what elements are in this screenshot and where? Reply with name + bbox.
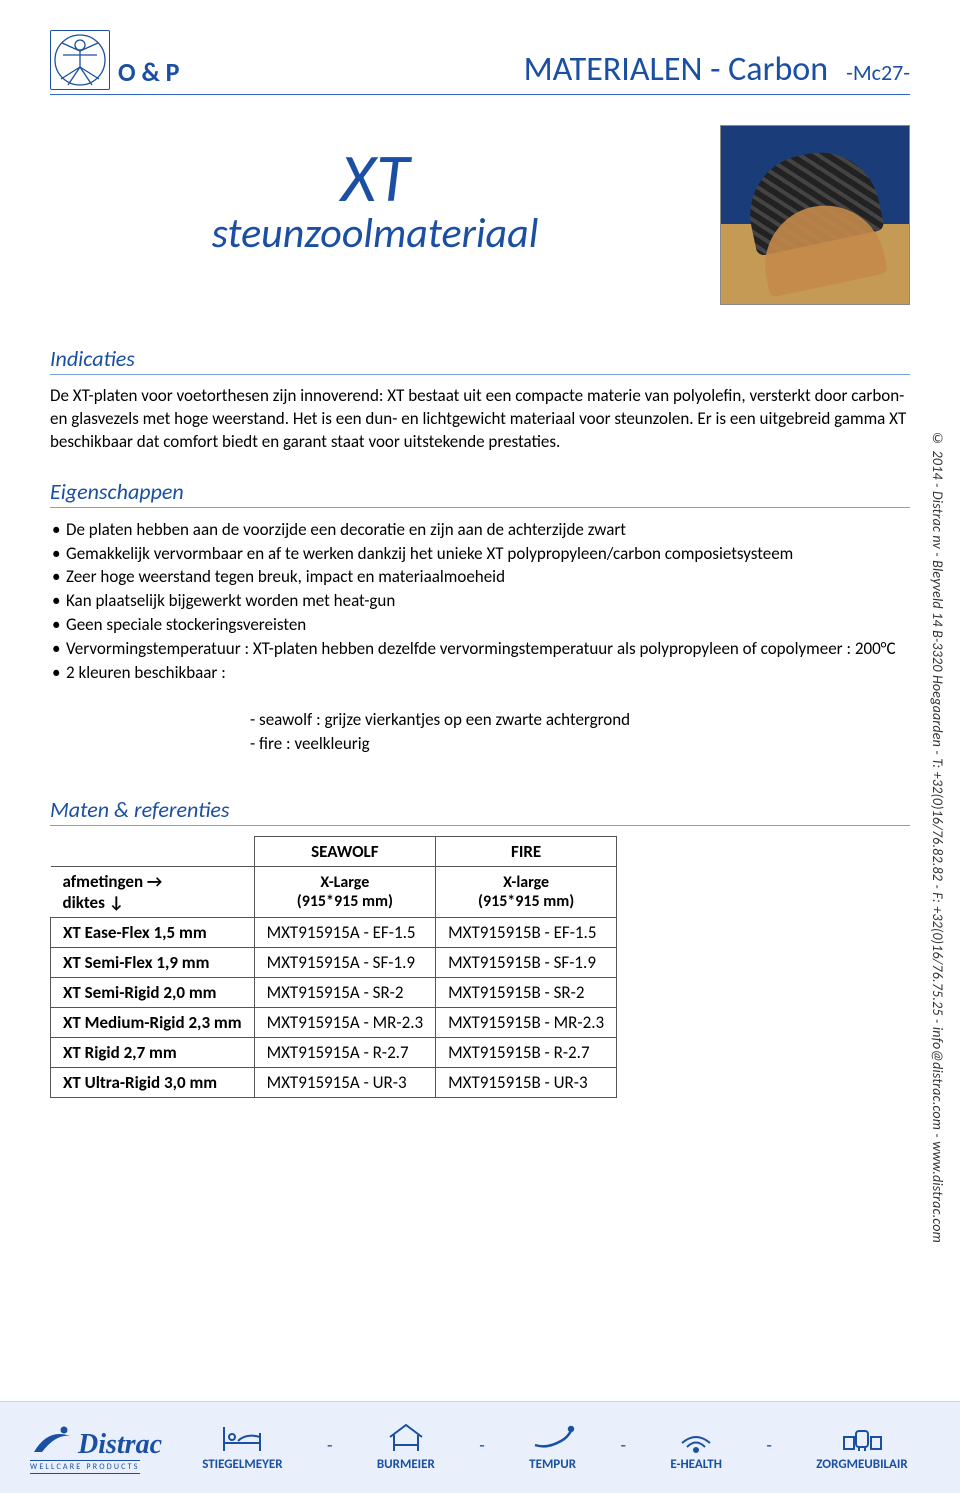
page-code: -Mc27-	[846, 59, 910, 86]
body-indicaties: De XT-platen voor voetorthesen zijn inno…	[50, 385, 910, 454]
table-blank	[51, 836, 255, 866]
side-copyright: © 2014 - Distrac nv - Bleyveld 14 B-3320…	[926, 430, 946, 1260]
distrac-logo-block: Distrac WELLCARE PRODUCTS	[30, 1422, 162, 1474]
product-title: XT steunzoolmateriaal	[50, 125, 720, 255]
dim-label: afmetingen →	[63, 871, 242, 892]
wifi-icon	[674, 1423, 718, 1453]
footer-label: STIEGELMEYER	[202, 1457, 282, 1472]
color-sub-0: - seawolf : grijze vierkantjes op een zw…	[50, 708, 910, 732]
footer-sep: -	[766, 1434, 772, 1462]
reference-table: SEAWOLF FIRE afmetingen → diktes ↓ X-Lar…	[50, 836, 617, 1098]
table-row: XT Medium-Rigid 2,3 mm MXT915915A - MR-2…	[51, 1007, 617, 1037]
dim-thk-cell: afmetingen → diktes ↓	[51, 866, 255, 917]
heading-maten: Maten & referenties	[50, 796, 910, 826]
col1-sub: X-Large (915*915 mm)	[254, 866, 436, 917]
footer-sep: -	[479, 1434, 485, 1462]
col-header-fire: FIRE	[436, 836, 617, 866]
row-label: XT Rigid 2,7 mm	[51, 1037, 255, 1067]
row-label: XT Ultra-Rigid 3,0 mm	[51, 1067, 255, 1097]
row-label: XT Ease-Flex 1,5 mm	[51, 917, 255, 947]
row-c2: MXT915915B - SF-1.9	[436, 947, 617, 977]
op-label: O & P	[118, 56, 180, 90]
op-block: O & P	[50, 30, 180, 90]
heading-indicaties: Indicaties	[50, 345, 910, 375]
row-label: XT Semi-Rigid 2,0 mm	[51, 977, 255, 1007]
distrac-sub: WELLCARE PRODUCTS	[30, 1460, 140, 1474]
list-item: Gemakkelijk vervormbaar en af te werken …	[50, 542, 910, 566]
row-c1: MXT915915A - EF-1.5	[254, 917, 436, 947]
row-c1: MXT915915A - SF-1.9	[254, 947, 436, 977]
footer-label: E-HEALTH	[670, 1457, 722, 1472]
footer: Distrac WELLCARE PRODUCTS STIEGELMEYER -…	[0, 1401, 960, 1493]
row-c1: MXT915915A - UR-3	[254, 1067, 436, 1097]
vitruvian-icon	[50, 30, 110, 90]
row-c1: MXT915915A - MR-2.3	[254, 1007, 436, 1037]
product-name: XT	[50, 145, 700, 213]
footer-item-tempur: TEMPUR	[529, 1423, 576, 1472]
eigenschappen-list: De platen hebben aan de voorzijde een de…	[50, 518, 910, 685]
main-title: MATERIALEN - Carbon	[524, 49, 829, 90]
footer-label: ZORGMEUBILAIR	[816, 1457, 907, 1472]
footer-items: STIEGELMEYER - BURMEIER - TEMPUR -	[180, 1423, 930, 1472]
distrac-swoosh-icon	[30, 1422, 74, 1458]
col2-sub: X-large (915*915 mm)	[436, 866, 617, 917]
bed-icon	[220, 1423, 264, 1453]
color-sub-1: - fire : veelkleurig	[50, 732, 910, 756]
product-image	[720, 125, 910, 305]
page-header: O & P MATERIALEN - Carbon -Mc27-	[50, 30, 910, 95]
row-c2: MXT915915B - R-2.7	[436, 1037, 617, 1067]
list-item: Vervormingstemperatuur : XT-platen hebbe…	[50, 637, 910, 661]
list-item: Kan plaatselijk bijgewerkt worden met he…	[50, 589, 910, 613]
furniture-icon	[840, 1423, 884, 1453]
row-c2: MXT915915B - MR-2.3	[436, 1007, 617, 1037]
table-row: XT Ultra-Rigid 3,0 mm MXT915915A - UR-3 …	[51, 1067, 617, 1097]
row-label: XT Medium-Rigid 2,3 mm	[51, 1007, 255, 1037]
list-item: 2 kleuren beschikbaar :	[50, 661, 910, 685]
row-c1: MXT915915A - R-2.7	[254, 1037, 436, 1067]
recline-icon	[531, 1423, 575, 1453]
footer-item-burmeier: BURMEIER	[377, 1423, 435, 1472]
footer-label: BURMEIER	[377, 1457, 435, 1472]
footer-label: TEMPUR	[529, 1457, 576, 1472]
list-item: De platen hebben aan de voorzijde een de…	[50, 518, 910, 542]
row-c1: MXT915915A - SR-2	[254, 977, 436, 1007]
table-row: XT Rigid 2,7 mm MXT915915A - R-2.7 MXT91…	[51, 1037, 617, 1067]
table-row: XT Ease-Flex 1,5 mm MXT915915A - EF-1.5 …	[51, 917, 617, 947]
footer-sep: -	[620, 1434, 626, 1462]
title-block: MATERIALEN - Carbon -Mc27-	[524, 49, 910, 90]
heading-eigenschappen: Eigenschappen	[50, 478, 910, 508]
footer-sep: -	[327, 1434, 333, 1462]
col-header-seawolf: SEAWOLF	[254, 836, 436, 866]
row-c2: MXT915915B - SR-2	[436, 977, 617, 1007]
footer-item-stiegelmeyer: STIEGELMEYER	[202, 1423, 282, 1472]
row-label: XT Semi-Flex 1,9 mm	[51, 947, 255, 977]
thk-label: diktes ↓	[63, 892, 242, 913]
row-c2: MXT915915B - UR-3	[436, 1067, 617, 1097]
house-bed-icon	[384, 1423, 428, 1453]
footer-item-zorgmeubilair: ZORGMEUBILAIR	[816, 1423, 907, 1472]
distrac-brand: Distrac	[78, 1432, 162, 1457]
row-c2: MXT915915B - EF-1.5	[436, 917, 617, 947]
footer-item-ehealth: E-HEALTH	[670, 1423, 722, 1472]
table-row: XT Semi-Flex 1,9 mm MXT915915A - SF-1.9 …	[51, 947, 617, 977]
product-block: XT steunzoolmateriaal	[50, 125, 910, 305]
list-item: Zeer hoge weerstand tegen breuk, impact …	[50, 565, 910, 589]
table-row: XT Semi-Rigid 2,0 mm MXT915915A - SR-2 M…	[51, 977, 617, 1007]
product-subtitle: steunzoolmateriaal	[50, 213, 700, 255]
list-item: Geen speciale stockeringsvereisten	[50, 613, 910, 637]
